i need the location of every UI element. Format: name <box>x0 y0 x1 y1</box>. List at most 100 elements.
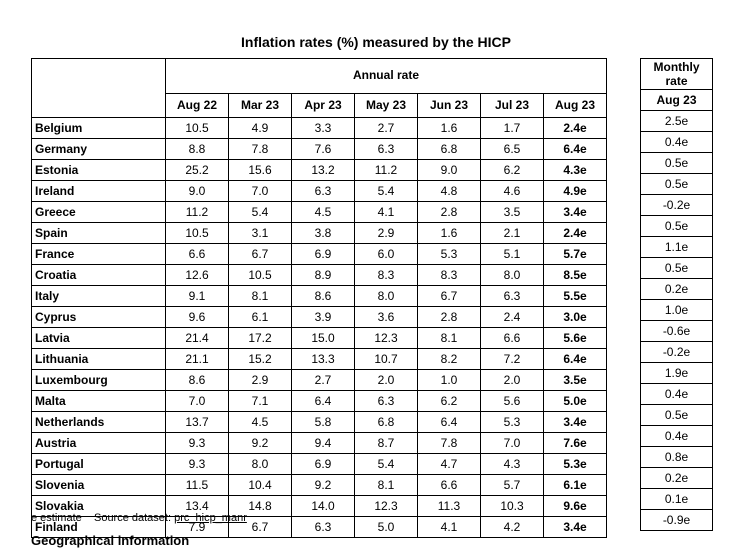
monthly-column-header: Aug 23 <box>640 89 713 111</box>
rate-cell: 10.5 <box>165 117 229 139</box>
rate-cell: 5.0 <box>354 516 418 538</box>
rate-cell: 9.3 <box>165 432 229 454</box>
rate-cell: 15.6 <box>228 159 292 181</box>
rate-cell: 3.9 <box>291 306 355 328</box>
rate-cell: 5.7e <box>543 243 607 265</box>
rate-cell: 8.8 <box>165 138 229 160</box>
monthly-rate-cell: 0.5e <box>640 173 713 195</box>
rate-cell: 6.3 <box>291 516 355 538</box>
rate-cell: 9.2 <box>228 432 292 454</box>
rate-cell: 9.2 <box>291 474 355 496</box>
monthly-rate-cell: 0.1e <box>640 488 713 510</box>
table-row: Netherlands 13.7 4.5 5.8 6.8 6.4 5.3 3.4e <box>31 411 607 433</box>
rate-cell: 8.1 <box>417 327 481 349</box>
monthly-row: 0.8e <box>640 446 713 468</box>
rate-cell: 9.3 <box>165 453 229 475</box>
monthly-rate-cell: 0.5e <box>640 257 713 279</box>
source-dataset-link[interactable]: prc_hicp_manr <box>174 512 247 524</box>
rate-cell: 8.1 <box>228 285 292 307</box>
rate-cell: 9.6 <box>165 306 229 328</box>
monthly-row: 0.1e <box>640 488 713 510</box>
monthly-row: 0.4e <box>640 383 713 405</box>
country-name: France <box>31 243 166 265</box>
rate-cell: 9.0 <box>165 180 229 202</box>
rate-cell: 11.2 <box>354 159 418 181</box>
rate-cell: 6.4e <box>543 348 607 370</box>
rate-cell: 5.7 <box>480 474 544 496</box>
source-label: Source dataset: <box>93 512 172 524</box>
monthly-row: 0.5e <box>640 257 713 279</box>
monthly-rate-cell: 0.4e <box>640 383 713 405</box>
monthly-rate-table: Monthly rate Aug 23 2.5e 0.4e 0.5e 0.5e -0.2… <box>640 58 713 531</box>
table-row: Malta 7.0 7.1 6.4 6.3 6.2 5.6 5.0e <box>31 390 607 412</box>
country-name: Belgium <box>31 117 166 139</box>
monthly-rate-cell: 0.5e <box>640 404 713 426</box>
rate-cell: 2.9 <box>354 222 418 244</box>
rate-cell: 2.1 <box>480 222 544 244</box>
rate-cell: 6.7 <box>417 285 481 307</box>
monthly-rate-header: Monthly rate <box>640 58 713 90</box>
rate-cell: 6.9 <box>291 243 355 265</box>
rate-cell: 3.0e <box>543 306 607 328</box>
rate-cell: 6.8 <box>354 411 418 433</box>
rate-cell: 7.0 <box>480 432 544 454</box>
rate-cell: 6.6 <box>417 474 481 496</box>
column-header: Mar 23 <box>228 92 292 118</box>
monthly-rate-label: Monthly rate <box>653 60 700 88</box>
rate-cell: 2.8 <box>417 201 481 223</box>
rate-cell: 5.4 <box>228 201 292 223</box>
monthly-rate-cell: 0.5e <box>640 215 713 237</box>
rate-cell: 8.2 <box>417 348 481 370</box>
table-row: Lithuania 21.1 15.2 13.3 10.7 8.2 7.2 6.4e <box>31 348 607 370</box>
rate-cell: 4.3 <box>480 453 544 475</box>
rate-cell: 5.3e <box>543 453 607 475</box>
annual-header-row: Annual rate <box>31 58 607 118</box>
country-name: Lithuania <box>31 348 166 370</box>
monthly-row: 1.0e <box>640 299 713 321</box>
monthly-row: 0.2e <box>640 278 713 300</box>
annual-rate-header: Annual rate <box>165 58 607 94</box>
rate-cell: 11.5 <box>165 474 229 496</box>
monthly-rate-cell: 2.5e <box>640 110 713 132</box>
rate-cell: 9.6e <box>543 495 607 517</box>
rate-cell: 7.8 <box>228 138 292 160</box>
table-row: Austria 9.3 9.2 9.4 8.7 7.8 7.0 7.6e <box>31 432 607 454</box>
table-row: Belgium 10.5 4.9 3.3 2.7 1.6 1.7 2.4e <box>31 117 607 139</box>
column-header: Apr 23 <box>291 92 355 118</box>
monthly-row: -0.2e <box>640 341 713 363</box>
rate-cell: 7.8 <box>417 432 481 454</box>
table-row: Cyprus 9.6 6.1 3.9 3.6 2.8 2.4 3.0e <box>31 306 607 328</box>
rate-cell: 4.5 <box>228 411 292 433</box>
rate-cell: 6.4 <box>291 390 355 412</box>
rate-cell: 8.0 <box>480 264 544 286</box>
rate-cell: 2.0 <box>480 369 544 391</box>
monthly-header-row: Monthly rate <box>640 58 713 90</box>
column-header: Jul 23 <box>480 92 544 118</box>
rate-cell: 8.9 <box>291 264 355 286</box>
rate-cell: 2.0 <box>354 369 418 391</box>
monthly-row: 2.5e <box>640 110 713 132</box>
rate-cell: 13.7 <box>165 411 229 433</box>
monthly-row: -0.2e <box>640 194 713 216</box>
table-row: Estonia 25.2 15.6 13.2 11.2 9.0 6.2 4.3e <box>31 159 607 181</box>
annual-rate-table: Annual rate Aug 22 Mar 23 Apr 23 May 23 Jun … <box>31 58 607 538</box>
rate-cell: 3.6 <box>354 306 418 328</box>
rate-cell: 1.6 <box>417 117 481 139</box>
table-row: Slovenia 11.5 10.4 9.2 8.1 6.6 5.7 6.1e <box>31 474 607 496</box>
column-header: Aug 22 <box>165 92 229 118</box>
monthly-row: 1.9e <box>640 362 713 384</box>
monthly-rate-cell: 1.0e <box>640 299 713 321</box>
table-row: Italy 9.1 8.1 8.6 8.0 6.7 6.3 5.5e <box>31 285 607 307</box>
rate-cell: 6.3 <box>291 180 355 202</box>
rate-cell: 3.4e <box>543 516 607 538</box>
rate-cell: 13.3 <box>291 348 355 370</box>
rate-cell: 5.0e <box>543 390 607 412</box>
rate-cell: 9.1 <box>165 285 229 307</box>
rate-cell: 9.4 <box>291 432 355 454</box>
rate-cell: 4.8 <box>417 180 481 202</box>
monthly-row: 0.5e <box>640 404 713 426</box>
page-title: Inflation rates (%) measured by the HICP <box>241 34 511 50</box>
rate-cell: 10.5 <box>228 264 292 286</box>
monthly-row: -0.9e <box>640 509 713 531</box>
rate-cell: 4.1 <box>354 201 418 223</box>
